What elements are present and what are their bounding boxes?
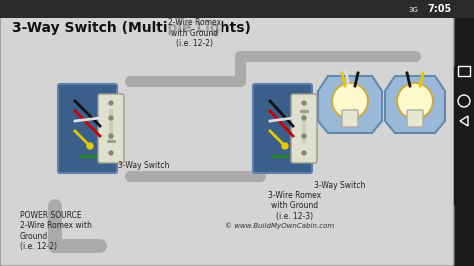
Circle shape [109, 134, 113, 138]
Text: © www.BuildMyOwnCabin.com: © www.BuildMyOwnCabin.com [225, 223, 335, 229]
Text: 2-Wire Romex
with Ground
(i.e. 12-2): 2-Wire Romex with Ground (i.e. 12-2) [168, 18, 221, 48]
FancyBboxPatch shape [0, 4, 454, 266]
FancyBboxPatch shape [407, 110, 423, 127]
Text: POWER SOURCE
2-Wire Romex with
Ground
(i.e. 12-2): POWER SOURCE 2-Wire Romex with Ground (i… [20, 211, 92, 251]
Bar [454, 66, 474, 206]
FancyBboxPatch shape [342, 110, 358, 127]
Text: 3-Way Switch (Multiple Lights): 3-Way Switch (Multiple Lights) [12, 21, 251, 35]
Polygon shape [318, 76, 382, 133]
Circle shape [302, 101, 306, 105]
Circle shape [109, 151, 113, 155]
Circle shape [302, 116, 306, 120]
Bar [458, 66, 470, 76]
Circle shape [302, 151, 306, 155]
Circle shape [397, 83, 433, 119]
Bar [0, 0, 474, 18]
Circle shape [109, 101, 113, 105]
Circle shape [87, 143, 93, 149]
FancyBboxPatch shape [98, 94, 124, 163]
FancyBboxPatch shape [253, 84, 312, 173]
FancyBboxPatch shape [58, 84, 117, 173]
Circle shape [302, 134, 306, 138]
Text: 3-Way Switch: 3-Way Switch [314, 181, 365, 190]
Text: 3-Way Switch: 3-Way Switch [118, 161, 169, 171]
FancyBboxPatch shape [291, 94, 317, 163]
Circle shape [332, 83, 368, 119]
Circle shape [109, 116, 113, 120]
Polygon shape [385, 76, 445, 133]
Text: 3G: 3G [408, 7, 418, 13]
Text: 7:05: 7:05 [428, 4, 452, 14]
Circle shape [282, 143, 288, 149]
Text: 3-Wire Romex
with Ground
(i.e. 12-3): 3-Wire Romex with Ground (i.e. 12-3) [268, 191, 321, 221]
